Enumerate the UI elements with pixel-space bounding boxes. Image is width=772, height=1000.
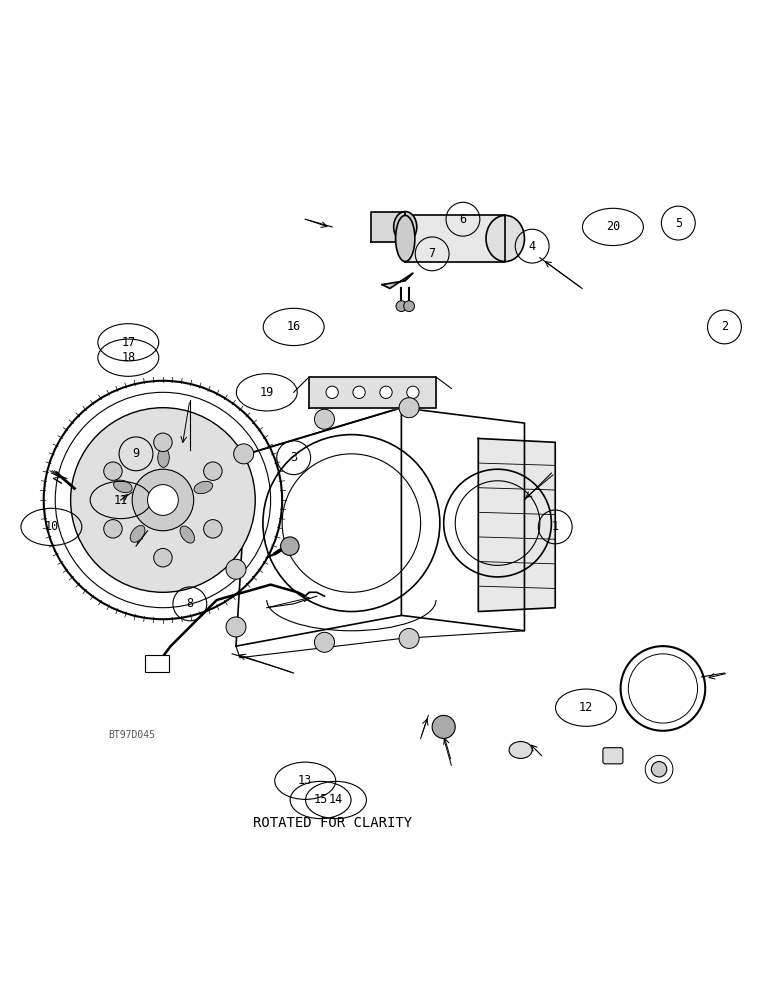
Text: 1: 1 <box>552 520 559 533</box>
Circle shape <box>103 462 122 480</box>
Circle shape <box>353 386 365 398</box>
Circle shape <box>70 408 256 592</box>
Ellipse shape <box>180 526 195 543</box>
FancyBboxPatch shape <box>145 655 169 672</box>
Text: 10: 10 <box>44 520 59 533</box>
Text: 20: 20 <box>606 220 620 233</box>
Text: 15: 15 <box>313 793 328 806</box>
Text: 13: 13 <box>298 774 313 787</box>
Text: 3: 3 <box>290 451 297 464</box>
Circle shape <box>404 301 415 312</box>
Polygon shape <box>382 273 413 288</box>
Circle shape <box>326 386 338 398</box>
Circle shape <box>380 386 392 398</box>
Circle shape <box>154 433 172 452</box>
Text: BT97D045: BT97D045 <box>109 730 156 740</box>
Text: 4: 4 <box>529 240 536 253</box>
Polygon shape <box>309 377 436 408</box>
Circle shape <box>103 520 122 538</box>
Circle shape <box>132 469 194 531</box>
Text: 7: 7 <box>428 247 435 260</box>
Text: 12: 12 <box>579 701 593 714</box>
Text: 17: 17 <box>121 336 135 349</box>
Ellipse shape <box>394 212 417 242</box>
Ellipse shape <box>113 480 132 493</box>
Text: ROTATED FOR CLARITY: ROTATED FOR CLARITY <box>252 816 411 830</box>
Circle shape <box>204 462 222 480</box>
Ellipse shape <box>194 481 212 494</box>
Text: 11: 11 <box>113 494 127 507</box>
Circle shape <box>652 762 667 777</box>
Text: 9: 9 <box>133 447 140 460</box>
Polygon shape <box>479 438 555 612</box>
Text: 16: 16 <box>286 320 301 333</box>
Text: 5: 5 <box>675 217 682 230</box>
Circle shape <box>147 485 178 515</box>
Circle shape <box>154 548 172 567</box>
Circle shape <box>234 444 254 464</box>
Ellipse shape <box>130 525 145 542</box>
Circle shape <box>399 628 419 648</box>
Circle shape <box>280 537 299 555</box>
Text: 19: 19 <box>259 386 274 399</box>
Circle shape <box>407 386 419 398</box>
Text: 18: 18 <box>121 351 135 364</box>
Circle shape <box>399 398 419 418</box>
Ellipse shape <box>486 215 524 262</box>
Text: 14: 14 <box>329 793 343 806</box>
Text: 6: 6 <box>459 213 466 226</box>
FancyBboxPatch shape <box>603 748 623 764</box>
Text: 2: 2 <box>721 320 728 333</box>
Circle shape <box>226 559 246 579</box>
Circle shape <box>314 409 334 429</box>
Circle shape <box>204 520 222 538</box>
Polygon shape <box>371 212 405 242</box>
Text: 8: 8 <box>186 597 194 610</box>
Circle shape <box>226 617 246 637</box>
Circle shape <box>314 632 334 652</box>
Circle shape <box>432 715 455 738</box>
Ellipse shape <box>509 742 532 758</box>
Polygon shape <box>405 215 505 262</box>
Circle shape <box>396 301 407 312</box>
Ellipse shape <box>157 448 169 467</box>
Ellipse shape <box>395 215 415 262</box>
